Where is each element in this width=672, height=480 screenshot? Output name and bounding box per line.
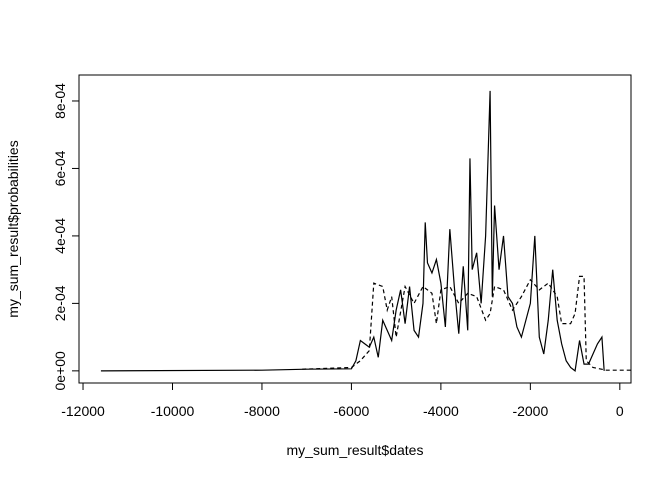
series-line [302, 275, 631, 371]
y-axis-label: my_sum_result$probabilities [5, 140, 21, 317]
x-tick-label: -10000 [151, 403, 195, 419]
y-tick-label: 0e+00 [52, 351, 68, 391]
x-tick-label: -12000 [61, 403, 105, 419]
y-tick-label: 4e-04 [52, 218, 68, 254]
x-tick-label: -4000 [423, 403, 459, 419]
x-axis-label: my_sum_result$dates [287, 442, 424, 458]
y-tick-label: 8e-04 [52, 83, 68, 119]
x-tick-label: -6000 [334, 403, 370, 419]
series-line [100, 90, 605, 372]
y-tick-label: 2e-04 [52, 285, 68, 321]
y-tick-label: 6e-04 [52, 150, 68, 186]
plot-frame [78, 74, 632, 384]
x-tick-label: -8000 [244, 403, 280, 419]
x-tick-label: -2000 [512, 403, 548, 419]
x-tick-label: 0 [616, 403, 624, 419]
